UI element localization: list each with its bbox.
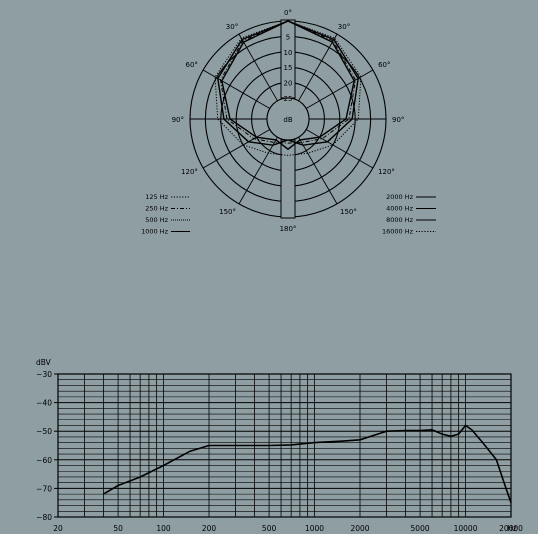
- polar-legend-left-label: 500 Hz: [145, 216, 168, 224]
- polar-angle-label: 90°: [172, 116, 184, 124]
- freq-x-unit-label: Hz: [507, 524, 517, 533]
- polar-angle-label: 150°: [340, 208, 357, 216]
- polar-spoke: [238, 136, 278, 205]
- polar-ring-label: 25: [284, 95, 293, 103]
- polar-legend-right-label: 8000 Hz: [386, 216, 413, 224]
- freq-y-tick-label: −80: [36, 513, 52, 522]
- frequency-response-chart: −30 −40 −50 −60 −70 −80 dBV 20 50 100 200 500 1000 20…: [36, 358, 523, 533]
- polar-legend-right-label: 2000 Hz: [386, 193, 413, 201]
- polar-ring-label: 15: [284, 64, 293, 72]
- freq-x-tick-label: 1000: [305, 524, 324, 533]
- polar-angle-label: 150°: [219, 208, 236, 216]
- freq-x-tick-label: 200: [202, 524, 217, 533]
- polar-spoke: [305, 69, 374, 109]
- polar-series-3: [221, 20, 355, 151]
- polar-angle-label: 90°: [392, 116, 404, 124]
- freq-x-tick-label: 20000: [499, 524, 523, 533]
- freq-x-tick-label: 500: [262, 524, 277, 533]
- polar-center-disc: [266, 97, 310, 141]
- polar-angle-label: 30°: [226, 23, 238, 31]
- polar-ring-label: 20: [284, 80, 293, 88]
- polar-angle-label: 180°: [280, 225, 297, 233]
- freq-y-axis-label: dBV: [36, 358, 52, 367]
- polar-angle-label: 60°: [378, 61, 390, 69]
- polar-series-0: [214, 20, 362, 156]
- freq-response-line: [103, 424, 512, 503]
- polar-spoke: [298, 33, 338, 102]
- polar-angle-label: 120°: [378, 168, 395, 176]
- polar-spoke: [298, 136, 338, 205]
- polar-legend-left-label: 125 Hz: [145, 193, 168, 201]
- freq-y-tick-label: −60: [36, 456, 52, 465]
- polar-spoke: [305, 129, 374, 169]
- polar-chart: dB 5 10 15 20 25 0° 30° 30° 60° 60° 90° 90° 120° 120° 1…: [141, 9, 436, 236]
- polar-legend-right-label: 16000 Hz: [382, 228, 414, 236]
- freq-x-tick-label: 5000: [411, 524, 430, 533]
- polar-angle-label: 30°: [338, 23, 350, 31]
- polar-ring-label: 10: [284, 49, 293, 57]
- freq-x-tick-label: 2000: [350, 524, 369, 533]
- freq-x-tick-label: 50: [113, 524, 123, 533]
- polar-legend-right-label: 4000 Hz: [386, 205, 413, 213]
- polar-angle-label: 0°: [284, 9, 292, 17]
- polar-spoke: [202, 129, 271, 169]
- freq-x-tick-label: 20: [53, 524, 63, 533]
- polar-angle-label: 120°: [181, 168, 198, 176]
- freq-x-tick-label: 100: [156, 524, 171, 533]
- polar-series-2: [219, 20, 357, 144]
- polar-scale-band-bottom: [280, 139, 296, 219]
- polar-spoke: [202, 69, 271, 109]
- freq-plot-frame: [57, 373, 512, 518]
- polar-legend-left-label: 1000 Hz: [141, 228, 168, 236]
- polar-legend-left-label: 250 Hz: [145, 205, 168, 213]
- freq-y-tick-label: −50: [36, 427, 52, 436]
- polar-angle-label: 60°: [186, 61, 198, 69]
- polar-ring-label: 5: [286, 33, 290, 41]
- polar-center-label: dB: [283, 116, 292, 124]
- freq-y-tick-label: −40: [36, 399, 52, 408]
- freq-y-tick-label: −70: [36, 484, 52, 493]
- freq-x-tick-label: 10000: [454, 524, 478, 533]
- freq-y-tick-label: −30: [36, 370, 52, 379]
- polar-spoke: [238, 33, 278, 102]
